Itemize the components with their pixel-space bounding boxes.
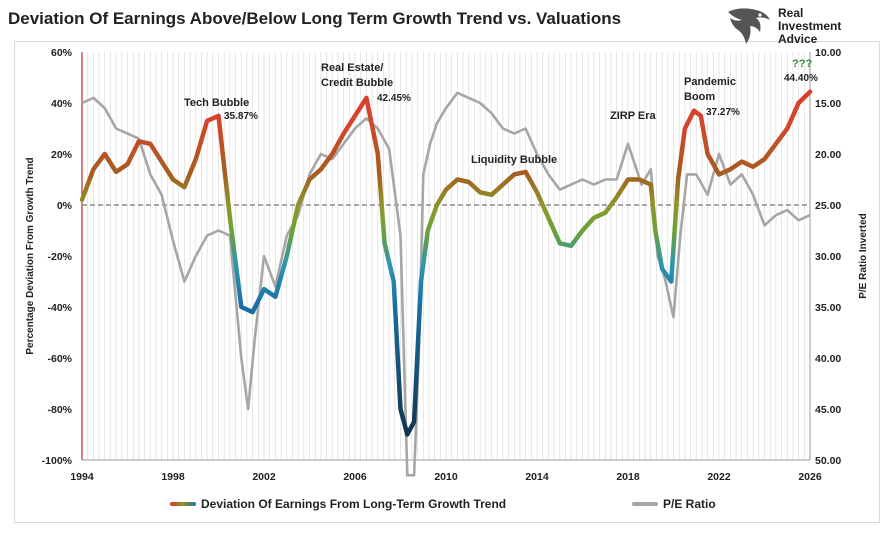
x-tick-label: 2002 — [252, 471, 276, 483]
brand-logo: Real Investment Advice — [726, 4, 866, 48]
y-tick-label: 0% — [57, 200, 73, 212]
annotation-current-value: 44.40% — [784, 73, 818, 84]
y-tick-label: -20% — [47, 251, 72, 263]
annotation-tech-bubble: Tech Bubble — [184, 97, 249, 109]
legend-swatch-deviation — [170, 502, 196, 506]
y-tick-label: -60% — [47, 353, 72, 365]
y-tick-label: 60% — [51, 47, 73, 59]
y2-tick-label: 35.00 — [815, 302, 841, 314]
annotation-real-estate-value: 42.45% — [377, 93, 411, 104]
x-tick-label: 2014 — [525, 471, 549, 483]
annotation-liquidity-bubble: Liquidity Bubble — [471, 154, 557, 166]
y2-tick-label: 20.00 — [815, 149, 841, 161]
x-tick-label: 2026 — [798, 471, 822, 483]
x-tick-label: 1994 — [70, 471, 94, 483]
y-tick-label: -100% — [42, 455, 73, 467]
pe-series — [81, 91, 811, 477]
logo-word-3: Advice — [778, 32, 818, 46]
annotation-real-estate: Real Estate/ — [321, 62, 383, 74]
pe-ratio-line — [81, 91, 811, 477]
legend-swatch-pe — [632, 502, 658, 506]
legend-item-pe: P/E Ratio — [632, 497, 716, 511]
annotation-zirp-era: ZIRP Era — [610, 110, 657, 122]
axes: 1994 1998 2002 2006 2010 2014 2018 2022 2026 60% 4… — [25, 47, 869, 483]
y2-tick-label: 40.00 — [815, 353, 841, 365]
x-tick-label: 1998 — [161, 471, 185, 483]
x-tick-label: 2022 — [707, 471, 731, 483]
y-tick-label: -80% — [47, 404, 72, 416]
annotation-credit-bubble: Credit Bubble — [321, 77, 393, 89]
x-tick-label: 2010 — [434, 471, 458, 483]
y-tick-label: 20% — [51, 149, 73, 161]
deviation-series — [79, 89, 813, 437]
y-tick-label: 40% — [51, 98, 73, 110]
y2-tick-label: 30.00 — [815, 251, 841, 263]
eagle-logo-icon — [728, 8, 770, 44]
legend-label-pe: P/E Ratio — [663, 497, 716, 511]
y2-tick-label: 50.00 — [815, 455, 841, 467]
vertical-grid — [81, 52, 811, 460]
logo-word-1: Real — [778, 6, 804, 20]
annotation-question-marks: ??? — [792, 58, 812, 70]
annotation-pandemic-value: 37.27% — [706, 107, 740, 118]
y2-axis-title: P/E Ratio Inverted — [858, 213, 869, 299]
y2-tick-label: 10.00 — [815, 47, 841, 59]
annotation-tech-value: 35.87% — [224, 111, 258, 122]
x-tick-label: 2018 — [616, 471, 640, 483]
annotation-boom: Boom — [684, 91, 715, 103]
annotations: Tech Bubble 35.87% Real Estate/Credit Bubb… — [184, 58, 818, 166]
y2-tick-label: 15.00 — [815, 98, 841, 110]
legend-item-deviation: Deviation Of Earnings From Long-Term Gro… — [170, 497, 506, 511]
deviation-line — [79, 89, 813, 437]
logo-word-2: Investment — [778, 19, 842, 33]
legend-label-deviation: Deviation Of Earnings From Long-Term Gro… — [201, 497, 507, 511]
chart-frame — [14, 41, 880, 523]
chart-title: Deviation Of Earnings Above/Below Long T… — [8, 9, 622, 28]
x-tick-label: 2006 — [343, 471, 367, 483]
y2-tick-label: 25.00 — [815, 200, 841, 212]
y2-tick-label: 45.00 — [815, 404, 841, 416]
y-tick-label: -40% — [47, 302, 72, 314]
annotation-pandemic: Pandemic — [684, 76, 736, 88]
y-axis-title: Percentage Deviation From Growth Trend — [25, 157, 36, 354]
